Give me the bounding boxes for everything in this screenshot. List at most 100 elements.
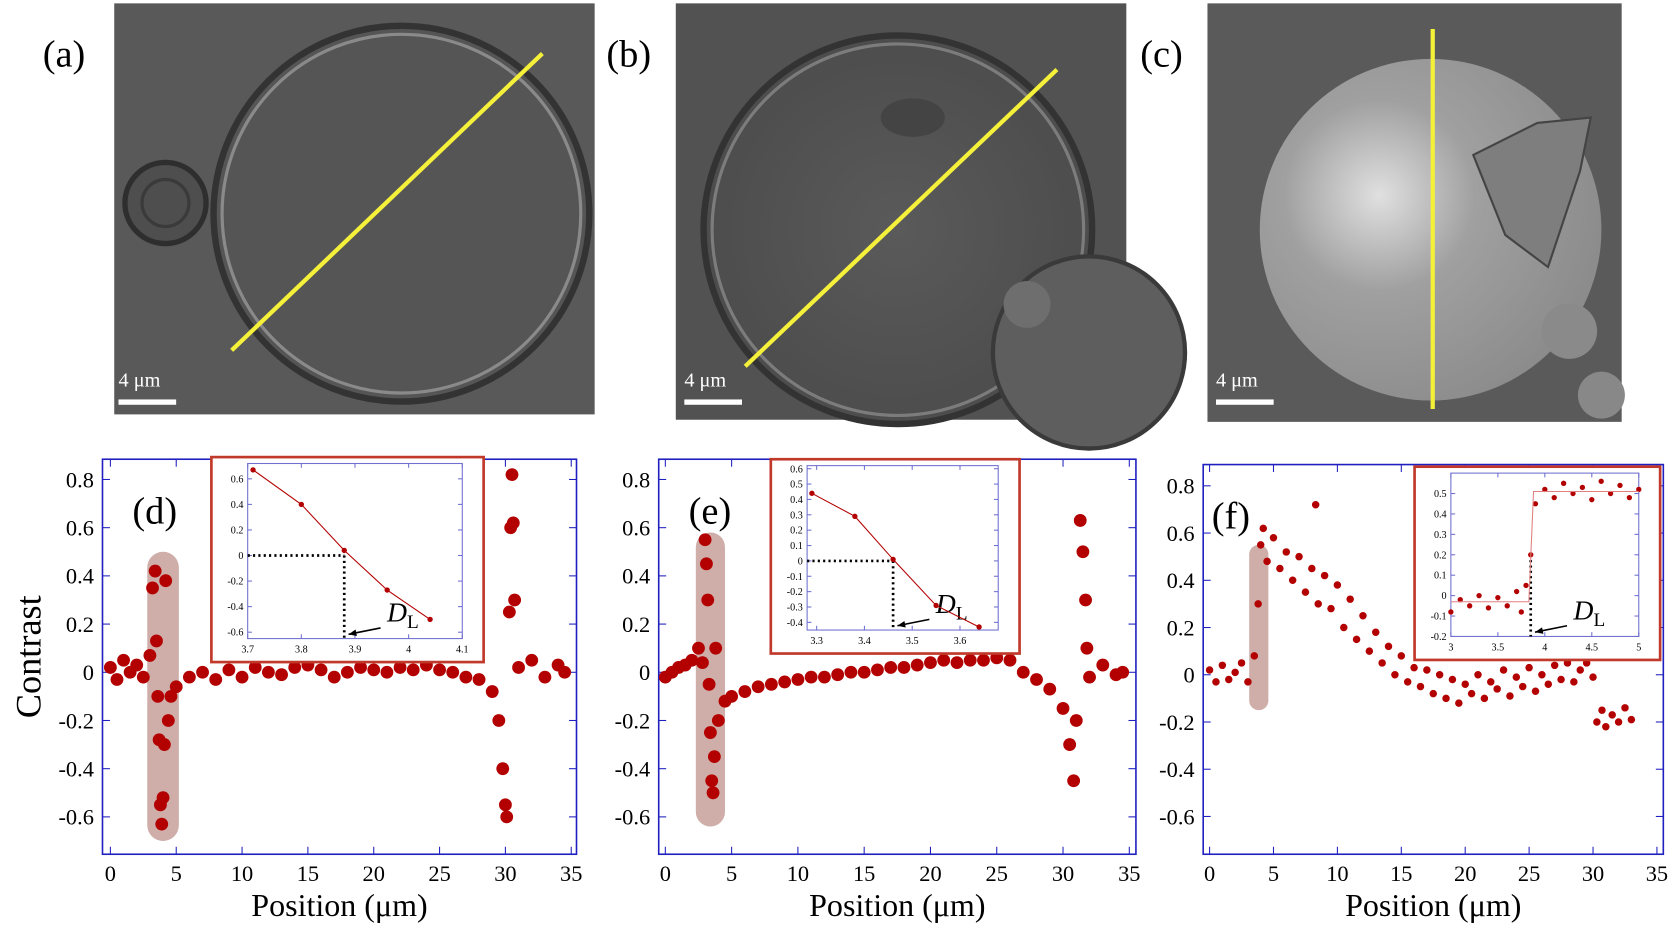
- data-point: [1531, 687, 1540, 696]
- y-tick-label: 0.2: [1434, 550, 1447, 561]
- data-point: [1212, 678, 1220, 686]
- y-tick-label: 0.3: [790, 510, 803, 521]
- data-point: [1493, 685, 1501, 693]
- data-point: [1263, 557, 1271, 566]
- data-point: [155, 817, 169, 831]
- x-tick-label: 3.8: [295, 644, 308, 655]
- data-point: [298, 501, 304, 508]
- y-tick-label: 0.4: [790, 495, 803, 506]
- x-tick-label: 15: [297, 861, 319, 886]
- data-point: [150, 634, 163, 648]
- y-tick-label: 0.1: [790, 541, 803, 552]
- data-point: [492, 714, 506, 727]
- y-tick-label: -0.6: [615, 805, 650, 830]
- data-point: [1372, 628, 1380, 636]
- panel-label: (b): [606, 33, 651, 75]
- data-point: [1504, 603, 1510, 609]
- data-point: [498, 798, 512, 812]
- y-tick-label: -0.2: [615, 708, 650, 733]
- panel-label: (f): [1212, 496, 1250, 538]
- data-point: [1030, 673, 1043, 686]
- x-tick-label: 0: [105, 861, 116, 886]
- y-tick-label: 0.8: [1167, 474, 1195, 499]
- y-tick-label: -0.4: [227, 602, 243, 613]
- data-point: [852, 513, 858, 520]
- x-tick-label: 3.5: [1492, 642, 1505, 653]
- x-tick-label: 25: [986, 861, 1008, 886]
- data-point: [169, 680, 183, 694]
- data-point: [1378, 659, 1386, 667]
- data-point: [1589, 673, 1597, 681]
- x-tick-label: 3: [1448, 642, 1453, 653]
- y-tick-label: -0.4: [1159, 757, 1194, 782]
- data-point: [446, 665, 460, 679]
- data-point: [248, 661, 262, 674]
- data-point: [558, 665, 572, 679]
- data-point: [1602, 722, 1610, 731]
- data-point: [1365, 647, 1374, 655]
- x-axis-label: Position (μm): [809, 887, 985, 923]
- y-tick-label: -0.6: [58, 805, 93, 830]
- data-point: [275, 668, 288, 682]
- data-point: [764, 677, 778, 691]
- data-point: [1476, 592, 1482, 599]
- y-tick-label: -0.2: [58, 708, 93, 733]
- data-point: [406, 663, 420, 677]
- annotation-arrowhead: [1534, 627, 1544, 634]
- micrograph-c: 4 μm (c): [1140, 3, 1625, 422]
- y-tick-label: 0.2: [66, 612, 94, 637]
- data-point: [1598, 478, 1604, 484]
- x-tick-label: 20: [363, 861, 385, 886]
- y-tick-label: -0.3: [787, 603, 803, 614]
- data-point: [1538, 671, 1546, 679]
- data-point: [327, 670, 341, 684]
- data-point: [711, 714, 725, 727]
- x-tick-label: 3.3: [810, 636, 823, 647]
- data-point: [871, 663, 884, 677]
- data-point: [1455, 699, 1463, 707]
- x-axis-label: Position (μm): [251, 887, 427, 923]
- data-point: [1608, 711, 1616, 719]
- y-tick-label: 0: [83, 660, 94, 685]
- y-tick-label: -0.6: [1159, 804, 1194, 829]
- y-tick-label: -0.4: [58, 757, 93, 782]
- data-point: [1320, 571, 1329, 580]
- x-tick-label: 3.4: [858, 636, 871, 647]
- y-tick-label: 0.2: [231, 526, 244, 537]
- data-point: [844, 665, 858, 679]
- x-tick-label: 4: [1542, 642, 1547, 653]
- data-point: [1448, 675, 1457, 684]
- data-point: [1056, 702, 1070, 715]
- y-tick-label: 0.4: [66, 564, 94, 589]
- data-point: [367, 663, 381, 677]
- data-point: [103, 661, 117, 674]
- data-point: [1513, 588, 1520, 595]
- panel-label: (e): [689, 490, 732, 532]
- data-point: [1579, 484, 1586, 491]
- data-point: [1391, 671, 1399, 679]
- x-tick-label: 5: [1636, 642, 1641, 653]
- data-point: [705, 774, 719, 788]
- data-point: [1314, 600, 1322, 608]
- series-line: [1450, 490, 1639, 603]
- y-tick-label: 0.4: [622, 564, 650, 589]
- data-point: [157, 738, 171, 751]
- data-point: [1250, 652, 1259, 660]
- data-point: [288, 661, 302, 674]
- data-point: [222, 663, 236, 677]
- micrograph-a: 4 μm (a): [43, 3, 595, 415]
- x-axis-label: Position (μm): [1345, 887, 1521, 923]
- x-tick-label: 5: [171, 861, 182, 886]
- data-point: [1043, 682, 1057, 696]
- data-point: [1295, 552, 1303, 561]
- data-point: [1614, 718, 1623, 726]
- y-tick-label: 0.8: [622, 467, 650, 492]
- data-point: [804, 670, 818, 684]
- data-point: [1080, 641, 1094, 655]
- data-point: [884, 661, 898, 674]
- y-tick-label: 0.2: [622, 612, 650, 637]
- data-point: [1231, 668, 1239, 677]
- x-tick-label: 15: [853, 861, 875, 886]
- data-point: [1560, 480, 1567, 486]
